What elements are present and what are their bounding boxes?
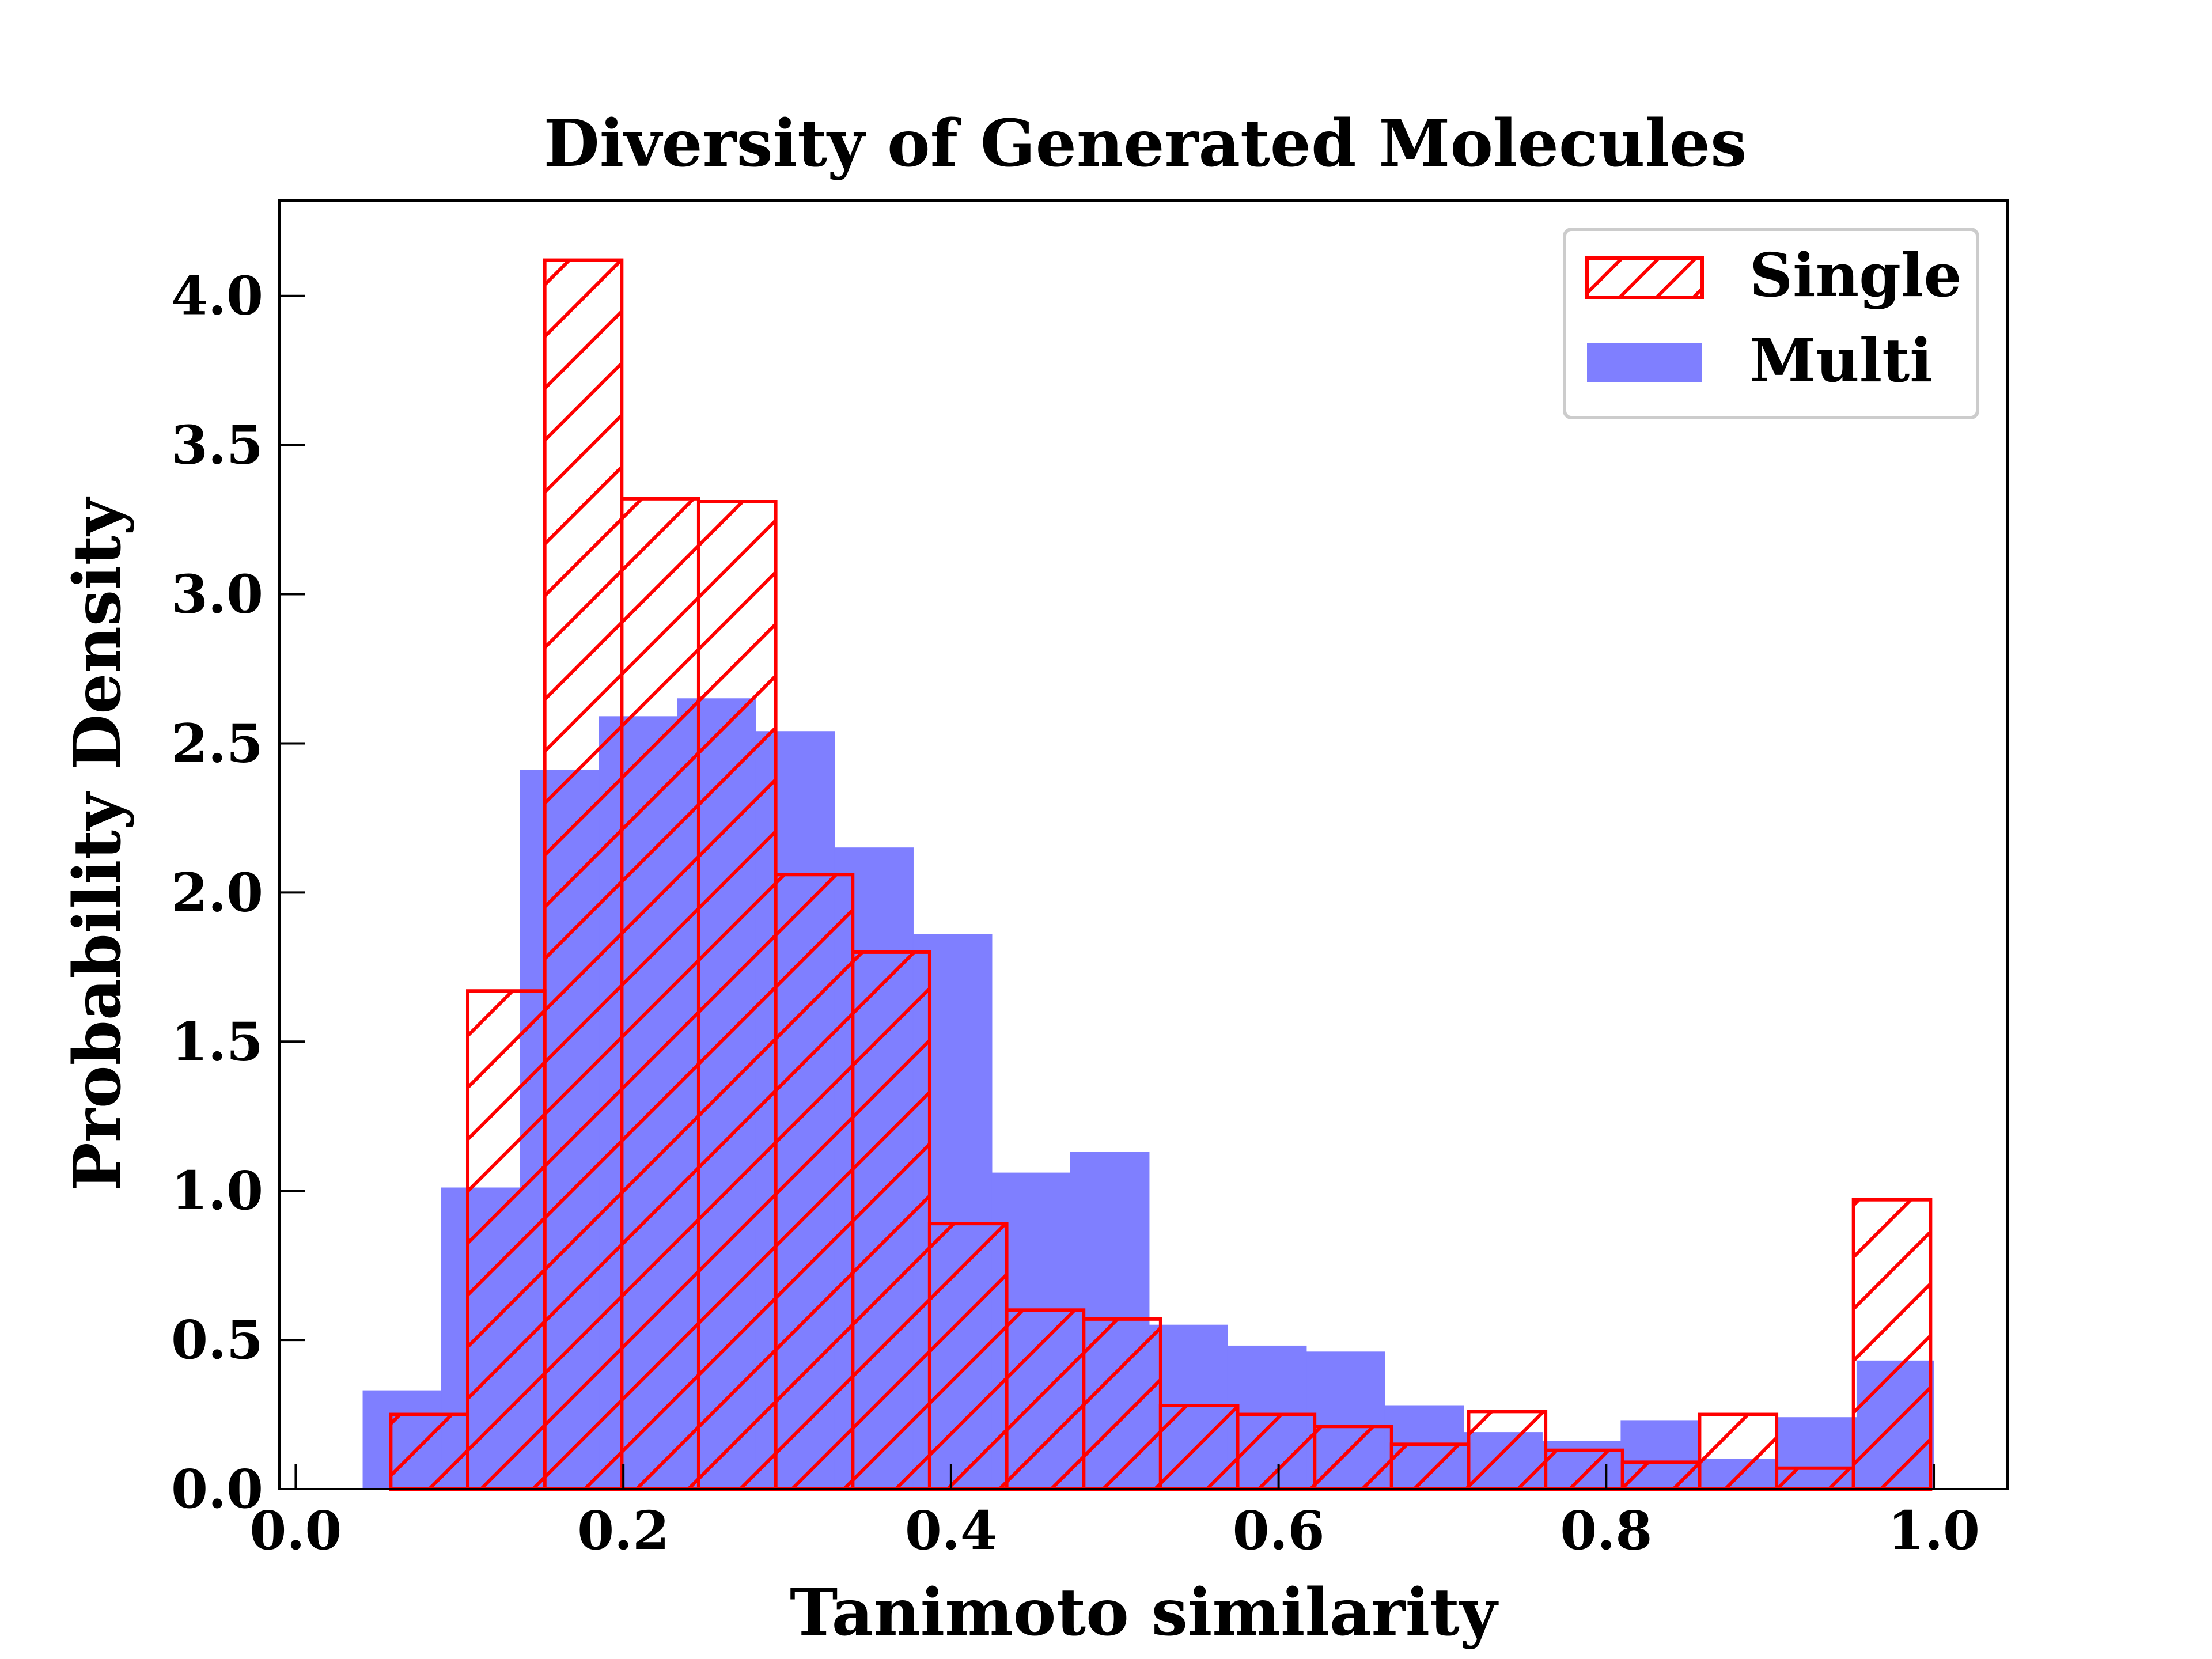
single-bar [1620,1460,1702,1491]
single-bar [1698,1412,1779,1491]
x-tick-label: 0.4 [905,1499,997,1562]
legend-entry-multi: Multi [1587,325,1933,396]
x-tick-label: 1.0 [1888,1499,1980,1562]
x-tick-label: 0.6 [1233,1499,1325,1562]
single-bar [1158,1404,1240,1491]
single-bar [774,873,855,1491]
single-bar [1313,1425,1393,1491]
single-bar [1389,1442,1471,1491]
single-bar [1851,1198,1933,1491]
y-axis-label: Probability Density [60,497,135,1191]
single-bar [620,497,700,1491]
legend: Single Multi [1563,228,1979,419]
x-axis-label: Tanimoto similarity [790,1575,1499,1650]
legend-swatch-multi [1587,343,1702,382]
single-bar [1467,1410,1548,1491]
single-bar [927,1222,1009,1491]
single-bar [1005,1308,1086,1491]
y-tick-label: 1.5 [171,1010,263,1073]
chart-title: Diversity of Generated Molecules [544,106,1747,181]
legend-entry-single: Single [1585,240,1962,310]
y-tick-label: 4.0 [171,265,263,327]
single-bar [543,258,624,1491]
legend-swatch-single [1585,256,1704,299]
x-tick-label: 0.2 [577,1499,669,1562]
y-tick-label: 3.5 [171,414,263,476]
y-axis-ticks: 0.0 0.5 1.0 1.5 2.0 2.5 3.0 3.5 4.0 [171,265,305,1520]
single-series [389,258,1933,1491]
single-bar [466,989,547,1491]
y-tick-label: 0.5 [171,1309,263,1371]
single-bar [1775,1466,1855,1491]
single-bar [696,500,778,1491]
legend-label-multi: Multi [1749,325,1933,396]
x-tick-label: 0.0 [249,1499,342,1562]
y-tick-label: 3.0 [171,563,263,626]
x-axis-ticks: 0.0 0.2 0.4 0.6 0.8 1.0 [249,1464,1980,1562]
single-bar [389,1412,470,1491]
y-tick-label: 1.0 [171,1160,263,1222]
plot-frame [278,199,2009,1490]
legend-label-single: Single [1749,240,1962,310]
y-tick-label: 2.0 [171,861,263,923]
single-bar [1082,1317,1162,1491]
y-tick-label: 2.5 [171,712,263,774]
single-bar [851,950,931,1491]
single-bar [1544,1448,1624,1491]
x-tick-label: 0.8 [1560,1499,1652,1562]
single-bar [1236,1412,1317,1491]
y-tick-label: 0.0 [171,1458,263,1520]
